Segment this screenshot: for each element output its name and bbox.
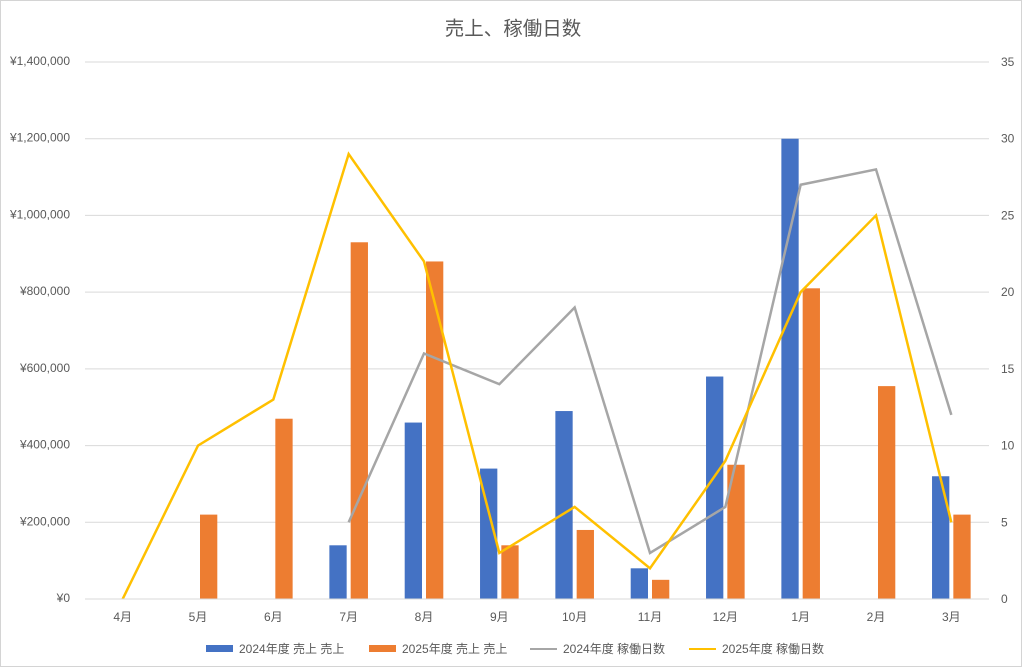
svg-text:4月: 4月 [113, 610, 132, 624]
svg-text:¥1,400,000: ¥1,400,000 [9, 54, 70, 68]
svg-text:1月: 1月 [791, 610, 810, 624]
svg-text:5月: 5月 [189, 610, 208, 624]
svg-text:¥1,200,000: ¥1,200,000 [9, 131, 70, 145]
svg-text:35: 35 [1001, 55, 1015, 69]
svg-text:8月: 8月 [415, 610, 434, 624]
svg-text:15: 15 [1001, 362, 1015, 376]
svg-text:5: 5 [1001, 515, 1008, 529]
svg-text:12月: 12月 [713, 610, 738, 624]
svg-text:30: 30 [1001, 132, 1015, 146]
svg-text:7月: 7月 [339, 610, 358, 624]
svg-text:6月: 6月 [264, 610, 283, 624]
svg-text:¥0: ¥0 [56, 591, 71, 605]
svg-text:3月: 3月 [942, 610, 961, 624]
svg-text:¥1,000,000: ¥1,000,000 [9, 207, 70, 221]
svg-text:¥600,000: ¥600,000 [19, 361, 70, 375]
svg-text:20: 20 [1001, 285, 1015, 299]
svg-text:10月: 10月 [562, 610, 587, 624]
svg-text:0: 0 [1001, 592, 1008, 606]
svg-text:10: 10 [1001, 439, 1015, 453]
svg-text:9月: 9月 [490, 610, 509, 624]
svg-text:¥200,000: ¥200,000 [19, 514, 70, 528]
svg-text:25: 25 [1001, 208, 1015, 222]
svg-text:¥400,000: ¥400,000 [19, 438, 70, 452]
svg-text:11月: 11月 [638, 610, 662, 624]
svg-text:2月: 2月 [867, 610, 886, 624]
svg-text:¥800,000: ¥800,000 [19, 284, 70, 298]
